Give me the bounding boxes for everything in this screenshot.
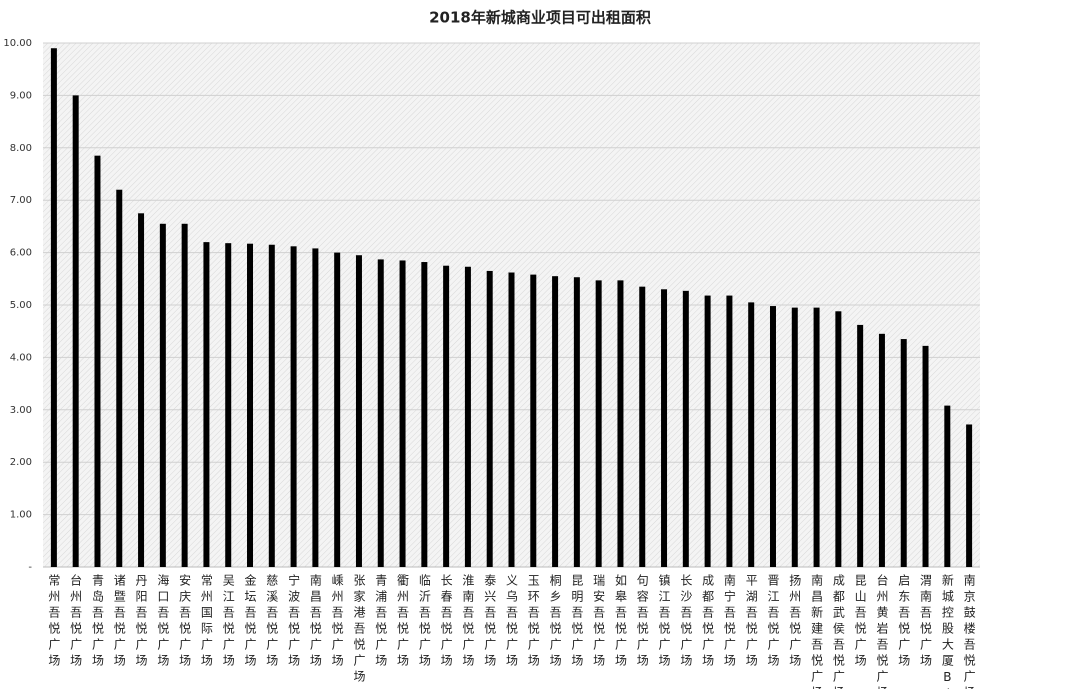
bar: [726, 295, 733, 567]
x-tick-label: 桐乡吾悦广场: [548, 574, 562, 670]
bar: [443, 265, 450, 567]
bar: [334, 252, 341, 567]
x-tick-label: 扬州吾悦广场: [788, 573, 802, 670]
y-tick-label: 3.00: [10, 405, 32, 416]
bar: [181, 223, 188, 567]
x-tick-label: 安庆吾悦广场: [178, 573, 192, 670]
bar: [791, 307, 798, 567]
x-tick-label: 晋江吾悦广场: [766, 574, 780, 670]
x-tick-label: 长春吾悦广场: [439, 574, 453, 670]
bar: [944, 405, 951, 567]
bar: [595, 280, 602, 567]
x-tick-label: 张家港吾悦广场: [352, 574, 366, 686]
x-tick-label: 诸暨吾悦广场: [112, 574, 126, 670]
y-tick-label: 5.00: [10, 300, 32, 311]
x-tick-label: 平湖吾悦广场: [744, 574, 758, 670]
bar: [464, 266, 471, 567]
x-tick-label: 如皋吾悦广场: [613, 573, 627, 670]
x-tick-label: 南昌吾悦广场: [308, 573, 322, 670]
bar: [268, 244, 275, 568]
chart-title: 2018年新城商业项目可出租面积: [429, 9, 651, 27]
x-tick-label: 长沙吾悦广场: [679, 574, 693, 670]
x-tick-label: 台州黄岩吾悦广场: [875, 573, 889, 689]
y-tick-label: 4.00: [10, 352, 32, 363]
x-tick-label: 南昌新建吾悦广场: [810, 573, 824, 689]
x-tick-label: 台州吾悦广场: [69, 573, 83, 670]
bar: [377, 259, 384, 567]
bar: [966, 424, 973, 567]
y-tick-label: 10.00: [3, 38, 32, 49]
x-tick-label: 渭南吾悦广场: [919, 574, 933, 670]
y-tick-label: 2.00: [10, 457, 32, 468]
x-tick-label: 淮南吾悦广场: [461, 574, 475, 670]
bar: [748, 302, 755, 567]
x-tick-label: 义乌吾悦广场: [505, 574, 519, 670]
x-tick-label: 临沂吾悦广场: [417, 574, 431, 670]
x-tick-label: 昆明吾悦广场: [570, 574, 584, 670]
bar: [94, 155, 101, 567]
bar: [769, 306, 776, 567]
bar: [573, 277, 580, 567]
bar: [399, 260, 406, 567]
bar: [50, 48, 57, 568]
x-tick-label: 成都吾悦广场: [701, 574, 715, 670]
x-tick-label: 南宁吾悦广场: [722, 573, 736, 670]
x-tick-label: 嵊州吾悦广场: [330, 574, 344, 670]
bar: [682, 290, 689, 567]
y-tick-label: 8.00: [10, 143, 32, 154]
bar: [922, 345, 929, 567]
x-tick-label: 启东吾悦广场: [897, 574, 911, 670]
y-tick-label: 7.00: [10, 195, 32, 206]
bar: [857, 324, 864, 567]
bar: [225, 243, 232, 567]
x-tick-label: 玉环吾悦广场: [526, 574, 540, 670]
bar: [552, 276, 559, 567]
bar: [878, 333, 885, 567]
bar: [290, 246, 297, 567]
x-tick-label: 句容吾悦广场: [635, 574, 649, 670]
x-tick-label: 金坛吾悦广场: [243, 573, 257, 670]
x-tick-label: 丹阳吾悦广场: [134, 574, 148, 670]
x-tick-label: 瑞安吾悦广场: [592, 574, 606, 670]
y-tick-label: -: [28, 562, 32, 573]
x-tick-label: 慈溪吾悦广场: [265, 573, 279, 670]
x-tick-label: 常州国际广场: [199, 574, 213, 670]
x-tick-label: 海口吾悦广场: [156, 573, 170, 670]
bar: [661, 289, 668, 567]
bar: [355, 255, 362, 567]
y-tick-label: 6.00: [10, 248, 32, 259]
x-tick-label: 宁波吾悦广场: [287, 573, 301, 670]
x-tick-label: 青浦吾悦广场: [374, 574, 388, 670]
bar: [116, 189, 123, 567]
bar: [203, 242, 210, 567]
bar: [421, 262, 428, 567]
bar: [72, 95, 79, 568]
x-tick-label: 成都武侯吾悦广场: [831, 574, 845, 689]
y-tick-label: 1.00: [10, 510, 32, 521]
x-tick-label: 青岛吾悦广场: [90, 574, 104, 670]
bar: [159, 223, 166, 567]
bar: [704, 295, 711, 567]
y-tick-label: 9.00: [10, 90, 32, 101]
bar: [617, 280, 624, 567]
bar: [138, 213, 145, 568]
bar: [312, 248, 319, 567]
bar: [530, 274, 537, 567]
bar: [813, 307, 820, 567]
x-tick-label: 吴江吾悦广场: [221, 574, 235, 670]
x-tick-label: 南京鼓楼吾悦广场: [962, 573, 976, 689]
bar: [835, 311, 842, 567]
x-tick-label: 新城控股大厦B座: [940, 573, 954, 689]
bar: [247, 243, 254, 567]
x-tick-label: 镇江吾悦广场: [657, 574, 671, 670]
x-tick-label: 昆山吾悦广场: [853, 574, 867, 670]
x-tick-label: 衢州吾悦广场: [396, 574, 410, 670]
bar: [508, 272, 515, 567]
x-tick-label: 泰兴吾悦广场: [483, 574, 497, 670]
bar: [486, 270, 493, 567]
bar: [900, 339, 907, 567]
bar: [639, 286, 646, 567]
x-tick-label: 常州吾悦广场: [47, 574, 61, 670]
